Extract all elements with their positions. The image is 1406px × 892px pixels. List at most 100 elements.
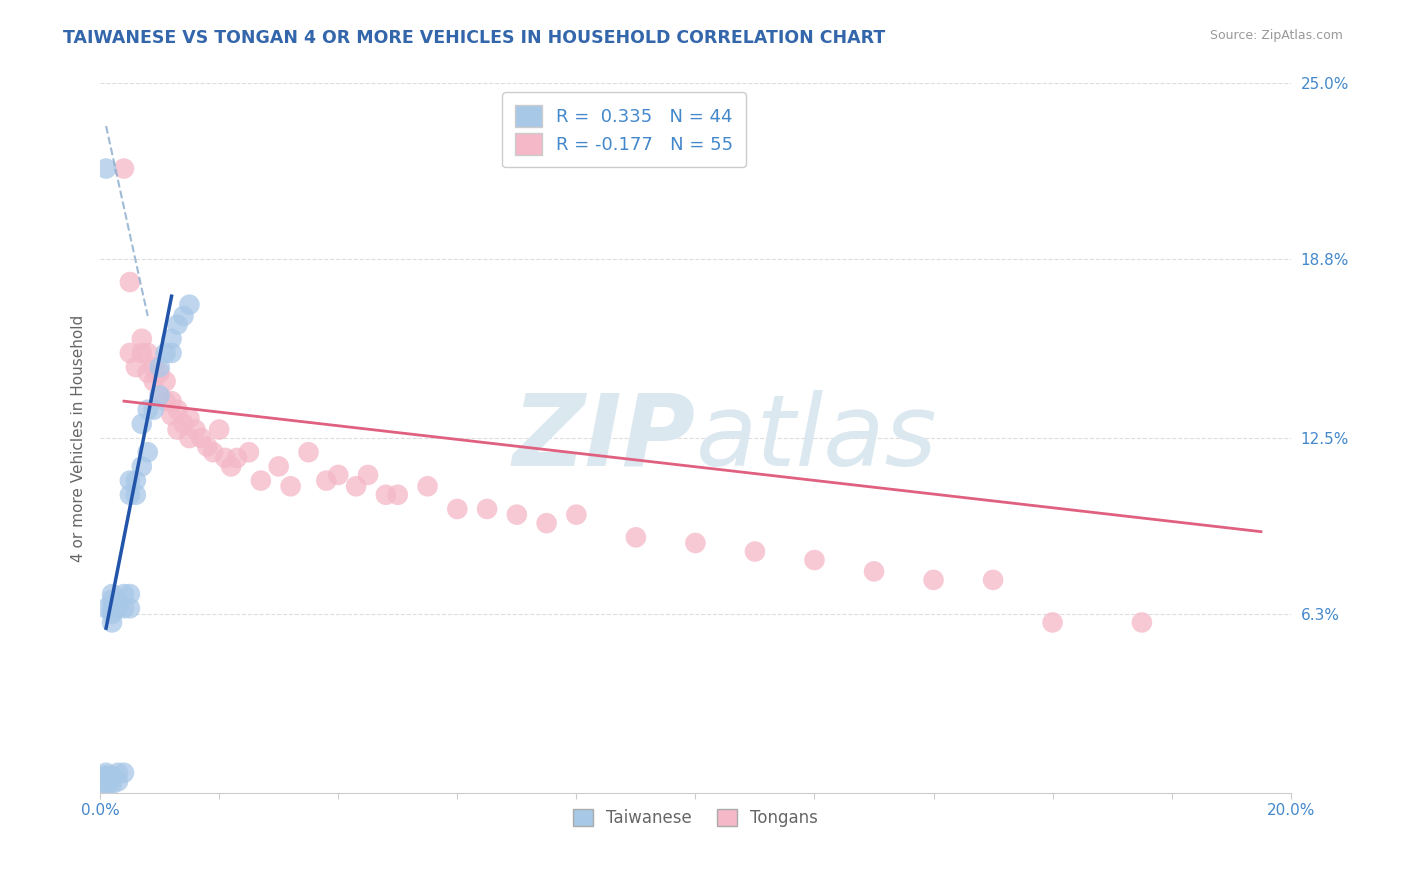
Point xyxy=(166,402,188,417)
Point xyxy=(149,360,172,375)
Point xyxy=(446,502,468,516)
Text: TAIWANESE VS TONGAN 4 OR MORE VEHICLES IN HOUSEHOLD CORRELATION CHART: TAIWANESE VS TONGAN 4 OR MORE VEHICLES I… xyxy=(63,29,886,46)
Point xyxy=(118,587,141,601)
Point xyxy=(136,402,159,417)
Point xyxy=(172,309,194,323)
Point xyxy=(136,366,159,380)
Point xyxy=(107,592,129,607)
Point xyxy=(142,374,165,388)
Point xyxy=(118,346,141,360)
Legend: Taiwanese, Tongans: Taiwanese, Tongans xyxy=(567,803,825,834)
Point xyxy=(166,318,188,332)
Point xyxy=(179,431,201,445)
Point xyxy=(981,573,1004,587)
Point xyxy=(202,445,225,459)
Point xyxy=(94,601,117,615)
Point xyxy=(536,516,558,530)
Point xyxy=(101,772,124,786)
Point xyxy=(125,360,148,375)
Point xyxy=(416,479,439,493)
Point xyxy=(250,474,273,488)
Point xyxy=(149,388,172,402)
Point xyxy=(101,777,124,791)
Point xyxy=(94,769,117,783)
Point xyxy=(280,479,302,493)
Point xyxy=(118,275,141,289)
Point xyxy=(160,332,183,346)
Point xyxy=(155,374,177,388)
Point xyxy=(166,423,188,437)
Point xyxy=(107,601,129,615)
Point xyxy=(475,502,498,516)
Point xyxy=(94,161,117,176)
Point xyxy=(344,479,367,493)
Point xyxy=(131,332,153,346)
Point xyxy=(160,394,183,409)
Point xyxy=(179,411,201,425)
Point xyxy=(118,488,141,502)
Point xyxy=(118,601,141,615)
Point xyxy=(226,450,249,465)
Point xyxy=(112,765,135,780)
Point xyxy=(131,459,153,474)
Point xyxy=(506,508,529,522)
Text: atlas: atlas xyxy=(696,390,936,486)
Point xyxy=(142,402,165,417)
Point xyxy=(190,431,212,445)
Text: ZIP: ZIP xyxy=(512,390,696,486)
Point xyxy=(374,488,396,502)
Point xyxy=(184,423,207,437)
Point xyxy=(565,508,588,522)
Point xyxy=(101,769,124,783)
Point xyxy=(160,346,183,360)
Point xyxy=(863,565,886,579)
Point xyxy=(328,467,350,482)
Point xyxy=(131,417,153,431)
Point xyxy=(94,769,117,783)
Point xyxy=(94,765,117,780)
Point xyxy=(112,587,135,601)
Point xyxy=(357,467,380,482)
Point xyxy=(94,772,117,786)
Point xyxy=(267,459,290,474)
Point xyxy=(685,536,707,550)
Point xyxy=(131,346,153,360)
Point xyxy=(112,601,135,615)
Point xyxy=(1130,615,1153,630)
Point xyxy=(315,474,337,488)
Point xyxy=(149,388,172,402)
Point xyxy=(94,780,117,794)
Point xyxy=(922,573,945,587)
Point xyxy=(94,772,117,786)
Point xyxy=(172,417,194,431)
Point xyxy=(744,544,766,558)
Point xyxy=(101,607,124,621)
Point xyxy=(125,474,148,488)
Point xyxy=(179,298,201,312)
Point xyxy=(101,592,124,607)
Point xyxy=(136,445,159,459)
Point xyxy=(125,488,148,502)
Text: Source: ZipAtlas.com: Source: ZipAtlas.com xyxy=(1209,29,1343,42)
Point xyxy=(94,777,117,791)
Point xyxy=(107,765,129,780)
Point xyxy=(112,161,135,176)
Point xyxy=(101,615,124,630)
Point xyxy=(155,394,177,409)
Point xyxy=(803,553,825,567)
Point xyxy=(160,409,183,423)
Point xyxy=(297,445,319,459)
Point xyxy=(624,530,647,544)
Point xyxy=(149,366,172,380)
Point xyxy=(387,488,409,502)
Point xyxy=(214,450,236,465)
Point xyxy=(94,774,117,789)
Point xyxy=(101,587,124,601)
Y-axis label: 4 or more Vehicles in Household: 4 or more Vehicles in Household xyxy=(72,314,86,562)
Point xyxy=(136,346,159,360)
Point xyxy=(208,423,231,437)
Point xyxy=(219,459,242,474)
Point xyxy=(238,445,260,459)
Point xyxy=(142,360,165,375)
Point xyxy=(155,346,177,360)
